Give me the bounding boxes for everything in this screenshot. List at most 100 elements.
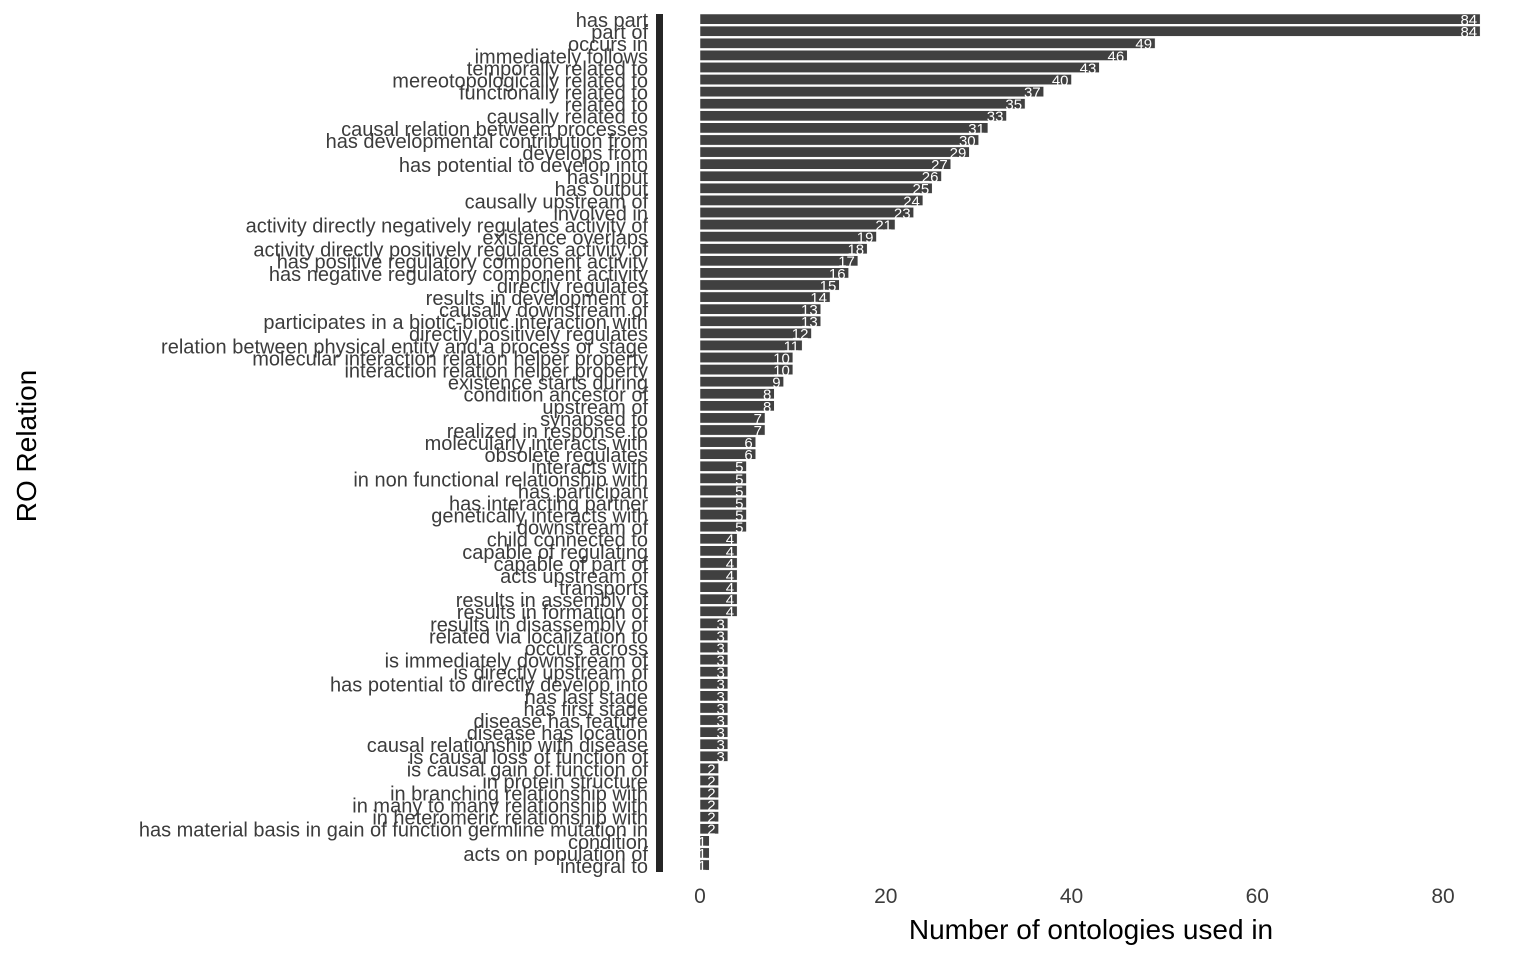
y-tick-label: has input	[567, 167, 649, 189]
bar-value-label: 23	[894, 205, 911, 222]
bar-value-label: 10	[773, 350, 790, 367]
bar	[699, 847, 710, 859]
bar	[699, 448, 756, 460]
bar	[699, 666, 729, 678]
bar	[699, 678, 729, 690]
y-tick-label: in protein structure	[482, 771, 648, 793]
bar	[699, 811, 719, 823]
bar	[699, 400, 775, 412]
y-tick-label: directly positively regulates	[409, 324, 648, 346]
y-tick-label: participates in a biotic-biotic interact…	[263, 312, 648, 334]
x-tick-label: 60	[1246, 885, 1269, 908]
bar-value-label: 1	[698, 834, 706, 851]
y-tick-label: has output	[555, 179, 649, 201]
bar-value-label: 2	[707, 785, 715, 802]
bar	[699, 170, 942, 182]
bar-value-label: 12	[792, 326, 809, 343]
bar-value-label: 46	[1108, 48, 1125, 65]
bar-value-label: 5	[735, 459, 743, 476]
bar-value-label: 3	[717, 701, 725, 718]
bar-value-label: 3	[717, 749, 725, 766]
bar-value-label: 17	[838, 254, 855, 271]
bar-value-label: 33	[987, 109, 1004, 126]
x-tick-label: 80	[1431, 885, 1454, 908]
bar	[699, 654, 729, 665]
y-tick-label: has interacting partner	[449, 493, 648, 515]
bar-value-label: 5	[735, 495, 743, 512]
y-tick-label: realized in response to	[447, 421, 648, 443]
bar	[699, 231, 877, 243]
y-tick-label: has potential to develop into	[399, 155, 648, 177]
bar	[699, 267, 849, 279]
bar-value-label: 10	[773, 362, 790, 379]
y-tick-label: obsolete regulates	[485, 445, 648, 467]
y-tick-label: is causal gain of function of	[407, 759, 649, 781]
bar	[699, 376, 784, 388]
bar-value-label: 24	[903, 193, 920, 210]
y-tick-label: disease has feature	[473, 711, 648, 733]
bar-value-label: 2	[707, 822, 715, 839]
bar	[699, 472, 747, 484]
bar	[699, 690, 729, 702]
bar-value-label: 4	[726, 568, 734, 585]
bar-value-label: 4	[726, 532, 734, 549]
y-tick-label: causal relationship with disease	[367, 735, 648, 757]
y-tick-label: related to	[565, 95, 648, 117]
y-tick-label: part of	[591, 22, 648, 44]
y-tick-label: has developmental contribution from	[326, 131, 648, 153]
bar-value-label: 37	[1024, 85, 1041, 102]
bar-value-label: 4	[726, 556, 734, 573]
bar	[699, 630, 729, 641]
bar	[699, 158, 952, 170]
y-tick-label: results in formation of	[457, 602, 649, 624]
bar-value-label: 11	[784, 338, 800, 355]
bar-value-label: 84	[1460, 12, 1477, 29]
bar-value-label: 21	[875, 217, 892, 234]
bar-value-label: 2	[707, 810, 715, 827]
y-tick-label: in branching relationship with	[390, 783, 648, 805]
bar-value-label: 3	[717, 689, 725, 706]
bar	[699, 762, 719, 774]
bar-value-label: 3	[717, 616, 725, 633]
bar	[699, 823, 719, 835]
bar-value-label: 2	[707, 798, 715, 815]
bar	[699, 787, 719, 798]
bar-value-label: 84	[1460, 24, 1477, 41]
y-tick-label: results in disassembly of	[430, 614, 648, 636]
bar	[699, 388, 775, 400]
y-tick-label: in heteromeric relationship with	[372, 808, 648, 830]
bar-value-label: 6	[744, 435, 752, 452]
y-tick-label: interacts with	[531, 457, 648, 479]
y-tick-label: has participant	[518, 481, 649, 503]
y-tick-label: acts on population of	[463, 844, 648, 866]
bar	[699, 303, 821, 315]
y-tick-label: has last stage	[525, 687, 648, 709]
y-tick-label: has first stage	[523, 699, 648, 721]
y-tick-label: is causal loss of function of	[409, 747, 648, 769]
bar	[699, 617, 729, 629]
bar	[699, 485, 747, 496]
y-tick-label: occurs in	[568, 34, 648, 56]
bar	[699, 195, 924, 206]
bar	[699, 533, 738, 545]
y-tick-label: directly regulates	[497, 276, 648, 298]
bar	[699, 605, 738, 617]
y-tick-label: has potential to directly develop into	[330, 675, 648, 697]
bar	[699, 364, 794, 375]
bar-value-label: 8	[763, 399, 771, 416]
bar	[699, 642, 729, 653]
y-tick-label: develops from	[522, 143, 648, 165]
y-tick-label: immediately follows	[475, 46, 648, 68]
bar-value-label: 7	[754, 423, 762, 440]
bar	[699, 545, 738, 557]
bar	[699, 859, 710, 871]
bar-value-label: 25	[913, 181, 930, 198]
bar	[699, 243, 868, 255]
bar-value-label: 18	[847, 242, 864, 259]
bar-value-label: 5	[735, 471, 743, 488]
bar-value-label: 3	[717, 653, 725, 670]
y-tick-label: condition	[568, 832, 648, 854]
bars	[699, 13, 1481, 871]
bar	[699, 352, 794, 363]
